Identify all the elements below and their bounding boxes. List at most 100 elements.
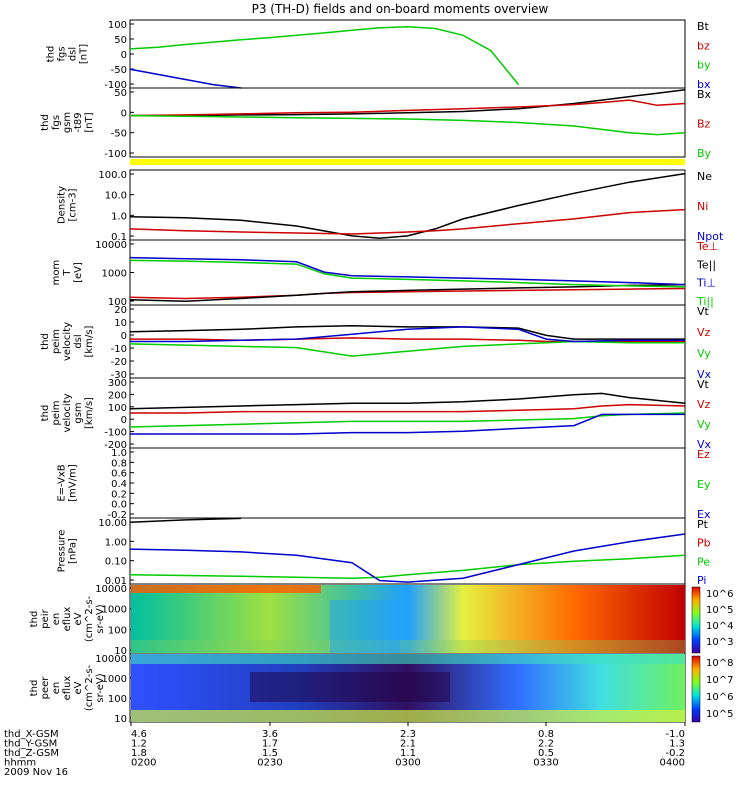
ytick-label: 1.0 bbox=[111, 211, 127, 222]
colorbar-tick: 10^7 bbox=[706, 675, 733, 686]
legend-Vz: Vz bbox=[697, 326, 711, 339]
ytick-label: 0 bbox=[121, 331, 127, 342]
figure-title: P3 (TH-D) fields and on-board moments ov… bbox=[252, 2, 549, 16]
legend-Vz: Vz bbox=[697, 398, 711, 411]
footer-value: -0.2 bbox=[665, 748, 685, 759]
footer-value: 1.1 bbox=[400, 748, 416, 759]
series-Vz bbox=[130, 403, 686, 414]
legend-Bt: Bt bbox=[697, 20, 710, 33]
ytick-label: 10.0 bbox=[105, 191, 127, 202]
footer-value: 2.2 bbox=[538, 739, 554, 750]
ylabel-line: E=-VxB bbox=[57, 464, 68, 501]
ylabel-line: [eV] bbox=[73, 262, 84, 283]
ytick-label: 1.00 bbox=[105, 537, 127, 548]
ytick-label: 10 bbox=[114, 646, 127, 657]
footer-value: 1.5 bbox=[262, 748, 278, 759]
legend-Bz: Bz bbox=[697, 118, 711, 131]
panel-fgs_dsl: 100 50 0 -50 -100 thd fgs dsl [nT] Bt bz by bx bbox=[46, 19, 711, 91]
ytick-label: -100 bbox=[104, 80, 127, 91]
ytick-label: 0.10 bbox=[105, 557, 127, 568]
ylabel-line: thd bbox=[46, 46, 57, 63]
ylabel-line: eV bbox=[73, 681, 84, 694]
ylabel-line: dsl bbox=[68, 47, 79, 61]
legend-bz: bz bbox=[697, 39, 710, 52]
legend-Ey: Ey bbox=[697, 478, 711, 491]
series-Vy bbox=[129, 412, 686, 428]
panel-pressure: 10.00 1.00 0.10 0.01 Pressure [nPa] Pt Pb Pe Pi bbox=[57, 517, 711, 587]
panel-frame bbox=[129, 87, 686, 158]
legend-Vt: Vt bbox=[697, 305, 710, 318]
ytick-label: 10.00 bbox=[98, 518, 127, 529]
ylabel-line: peer bbox=[40, 676, 51, 700]
colorbar-tick: 10^4 bbox=[706, 621, 733, 632]
legend-bx: bx bbox=[697, 78, 711, 91]
ylabel-line: sr-eV) bbox=[95, 604, 106, 633]
ytick-label: 1000 bbox=[102, 674, 127, 685]
footer-value: 1.8 bbox=[131, 748, 147, 759]
series-Ti|| bbox=[129, 259, 686, 288]
ytick-label: 1000 bbox=[102, 269, 127, 280]
series-by bbox=[129, 26, 520, 86]
legend-Npot: Npot bbox=[697, 230, 724, 243]
panel-density: 100.0 10.0 1.0 0.1 Density [cm-3] Ne Ni Npot bbox=[57, 169, 724, 243]
colorbar-tick: 10^8 bbox=[706, 658, 733, 669]
legend-Ti||: Ti|| bbox=[696, 295, 714, 308]
ytick-label: 300 bbox=[108, 378, 127, 389]
legend-Vx: Vx bbox=[697, 438, 712, 451]
panel-ion_spectrogram: 10000 1000 100 10 thd peir en eflux eV (cm^2-s-sr… bbox=[29, 583, 686, 657]
ylabel-line: [mV/m] bbox=[68, 464, 79, 502]
ylabel-line: velocity bbox=[62, 322, 73, 361]
ylabel-line: [nT] bbox=[84, 112, 95, 132]
ylabel-line: (cm^2-s- bbox=[84, 595, 95, 642]
ytick-label: -10 bbox=[111, 344, 127, 355]
ytick-label: 1.0 bbox=[111, 448, 127, 459]
footer-value: 1.7 bbox=[262, 739, 278, 750]
ytick-label: 0 bbox=[121, 415, 127, 426]
ylabel-line: fgs bbox=[51, 115, 62, 130]
footer-value: 3.6 bbox=[262, 729, 278, 740]
panel-velocity_dsl: 20 10 0 -10 -20 -30 thd peim velocity dsl [km/s] Vt… bbox=[40, 304, 712, 381]
series-Bz bbox=[129, 99, 686, 117]
ylabel-line: thd bbox=[29, 680, 40, 697]
ytick-label: 10 bbox=[114, 714, 127, 725]
series-Vy bbox=[129, 340, 685, 357]
footer-value: 4.6 bbox=[131, 729, 147, 740]
ytick-label: 100 bbox=[108, 694, 127, 705]
series-Vt bbox=[129, 324, 685, 340]
ytick-label: 200 bbox=[108, 390, 127, 401]
ylabel-line: fgs bbox=[57, 46, 68, 61]
ylabel-line: thd bbox=[29, 611, 40, 628]
ytick-label: -50 bbox=[111, 65, 127, 76]
panel-frame bbox=[129, 447, 686, 519]
ytick-label: 1000 bbox=[102, 605, 127, 616]
legend-Vy: Vy bbox=[697, 418, 711, 431]
legend-Ni: Ni bbox=[697, 200, 708, 213]
legend-Ti⊥: Ti⊥ bbox=[696, 277, 716, 290]
legend-Vt: Vt bbox=[697, 378, 710, 391]
ytick-label: 100 bbox=[108, 403, 127, 414]
panel-fgs_gsm: 50 0 -50 -100 thd fgs gsm -t89 [nT] Bx Bz By bbox=[40, 87, 712, 160]
ytick-label: -30 bbox=[111, 370, 127, 381]
colorbar-tick: 10^6 bbox=[706, 589, 733, 600]
legend-Te||: Te|| bbox=[696, 258, 716, 271]
mode-bar bbox=[130, 159, 685, 165]
series-Vx bbox=[130, 326, 685, 343]
footer-value: 0330 bbox=[533, 758, 558, 769]
legend-Vx: Vx bbox=[697, 368, 712, 381]
legend-Ex: Ex bbox=[697, 508, 711, 521]
ylabel-line: thd bbox=[40, 333, 51, 350]
ylabel-line: Pressure bbox=[57, 530, 68, 573]
ylabel-line: thd bbox=[40, 405, 51, 422]
legend-Bx: Bx bbox=[697, 88, 712, 101]
date-label: 2009 Nov 16 bbox=[4, 767, 68, 778]
footer-value: 0230 bbox=[257, 758, 282, 769]
ylabel-line: -t89 bbox=[73, 112, 84, 132]
ylabel-line: [km/s] bbox=[84, 325, 95, 357]
panel-frame bbox=[129, 239, 686, 306]
footer-value: -1.0 bbox=[665, 729, 685, 740]
ytick-label: 100 bbox=[108, 625, 127, 636]
footer-value: 1.2 bbox=[131, 739, 147, 750]
legend-Pb: Pb bbox=[697, 537, 711, 550]
ytick-label: 100 bbox=[108, 20, 127, 31]
ytick-label: 20 bbox=[114, 305, 127, 316]
